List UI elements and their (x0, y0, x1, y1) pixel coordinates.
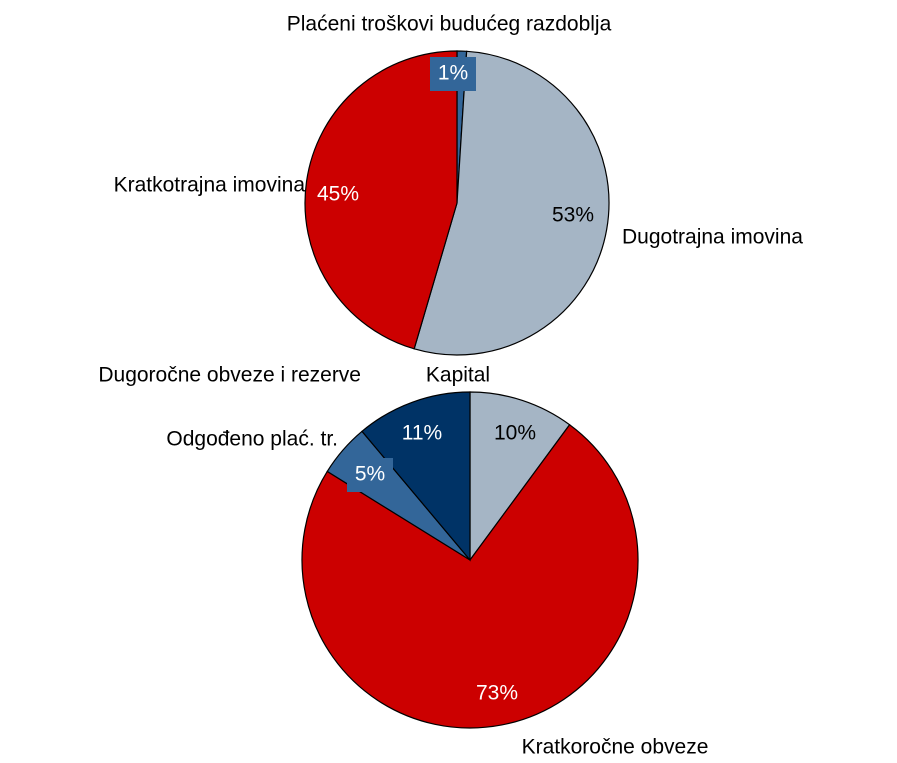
label-box (347, 458, 393, 492)
category-label: Dugoročne obveze i rezerve (98, 364, 361, 387)
value-label: 45% (317, 183, 359, 206)
value-label: 1% (438, 62, 468, 85)
value-label: 5% (355, 463, 385, 486)
category-label: Plaćeni troškovi budućeg razdoblja (287, 13, 612, 36)
category-label: Kratkoročne obveze (522, 736, 709, 759)
category-label: Dugotrajna imovina (622, 226, 803, 249)
value-label: 73% (476, 682, 518, 705)
value-label: 10% (494, 422, 536, 445)
label-box (430, 57, 476, 91)
pie-slice (301, 423, 639, 729)
pie-slice (304, 50, 458, 350)
pie-slice (361, 391, 471, 562)
value-label: 53% (552, 204, 594, 227)
category-label: Kratkotrajna imovina (114, 174, 306, 197)
category-label: Kapital (426, 364, 490, 387)
pie-slice (469, 391, 571, 562)
value-label: 11% (402, 422, 442, 445)
pie-slice (413, 50, 610, 356)
category-label: Odgođeno plać. tr. (166, 428, 338, 451)
